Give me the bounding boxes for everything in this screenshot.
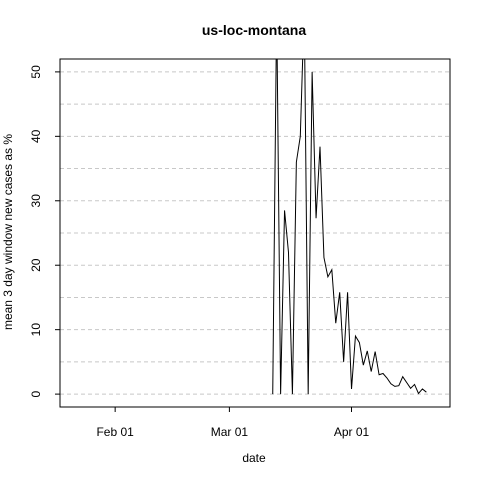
chart-title: us-loc-montana (202, 22, 306, 38)
y-tick-label: 20 (29, 258, 43, 272)
y-tick-label: 50 (29, 65, 43, 79)
x-axis-label: date (242, 451, 266, 465)
y-axis-label: mean 3 day window new cases as % (1, 134, 15, 330)
x-axis: Feb 01 Mar 01 Apr 01 (96, 407, 370, 439)
y-tick-label: 10 (29, 323, 43, 337)
x-tick-label: Mar 01 (211, 425, 249, 439)
grid (60, 71, 450, 395)
x-tick-label: Apr 01 (334, 425, 370, 439)
series-line (272, 59, 427, 395)
y-tick-label: 40 (29, 129, 43, 143)
plot-frame (59, 58, 451, 408)
y-tick-label: 0 (29, 390, 43, 397)
y-tick-label: 30 (29, 194, 43, 208)
x-tick-label: Feb 01 (96, 425, 134, 439)
series-layer (272, 59, 427, 395)
y-axis: 0 10 20 30 40 50 (29, 65, 60, 397)
